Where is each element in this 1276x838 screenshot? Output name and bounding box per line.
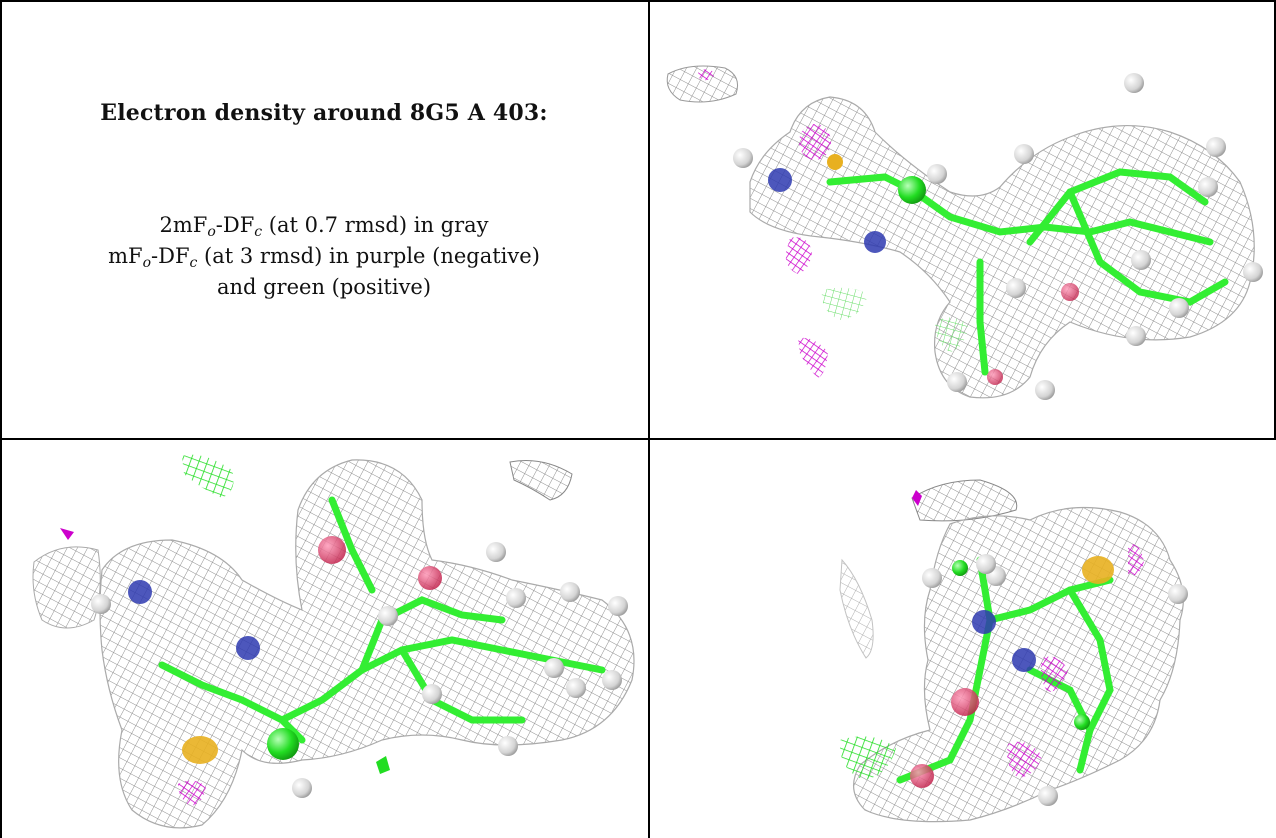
right-border	[1274, 0, 1276, 438]
row-divider	[0, 438, 1276, 440]
density-view-bottom-right	[650, 440, 1274, 838]
legend-line-2fofc: 2mFo-DFc (at 0.7 rmsd) in gray	[159, 213, 489, 240]
caption-legend: 2mFo-DFc (at 0.7 rmsd) in gray mFo-DFc (…	[0, 210, 648, 303]
density-view-top-right	[650, 2, 1274, 438]
left-border	[0, 0, 2, 838]
middle-divider	[648, 0, 650, 838]
legend-line-colors: and green (positive)	[216, 275, 432, 299]
top-border	[0, 0, 1276, 2]
caption-cell: Electron density around 8G5 A 403: 2mFo-…	[0, 0, 648, 438]
density-view-bottom-left	[2, 440, 648, 838]
caption-title: Electron density around 8G5 A 403:	[100, 100, 548, 126]
legend-line-fofc: mFo-DFc (at 3 rmsd) in purple (negative)	[108, 244, 540, 271]
